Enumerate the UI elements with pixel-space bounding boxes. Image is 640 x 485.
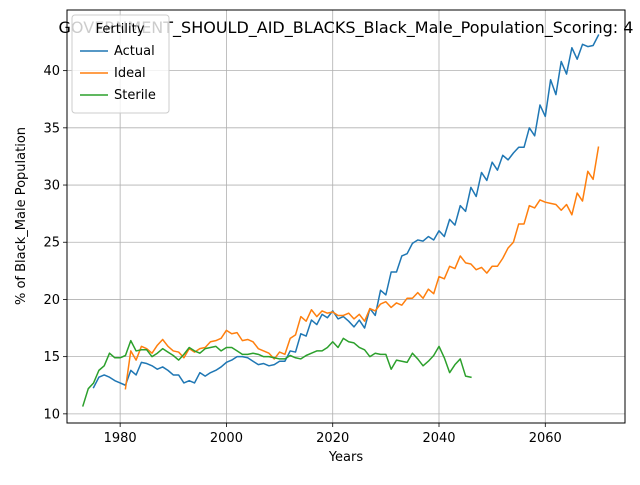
- legend-label-ideal: Ideal: [114, 66, 146, 81]
- x-tick-label: 1980: [104, 431, 137, 446]
- legend-entries: Actual Ideal Sterile: [80, 44, 156, 103]
- x-axis-label: Years: [328, 450, 364, 465]
- x-tick-label: 2060: [529, 431, 562, 446]
- legend-title: Fertility: [96, 22, 145, 37]
- y-axis-label: % of Black_Male Population: [14, 127, 29, 305]
- y-tick-label: 30: [43, 179, 60, 194]
- y-tick-label: 40: [43, 64, 60, 79]
- legend-label-sterile: Sterile: [114, 88, 156, 103]
- axis-ticks: 1980 2000 2020 2040 2060 10 15 20 25 30 35 40: [43, 64, 561, 446]
- series-line-sterile: [82, 337, 472, 407]
- y-tick-label: 25: [43, 236, 60, 251]
- plot-frame: [66, 9, 626, 424]
- x-tick-label: 2000: [210, 431, 243, 446]
- legend-box: [71, 14, 170, 114]
- legend: Fertility Actual Ideal Sterile: [71, 14, 170, 114]
- x-tick-label: 2040: [422, 431, 455, 446]
- y-tick-label: 20: [43, 293, 60, 308]
- y-tick-label: 10: [43, 407, 60, 422]
- legend-label-actual: Actual: [114, 44, 155, 59]
- series-lines: [82, 34, 600, 407]
- y-tick-label: 15: [43, 350, 60, 365]
- series-line-actual: [92, 34, 600, 389]
- x-tick-label: 2020: [316, 431, 349, 446]
- chart-title: GOVERNMENT_SHOULD_AID_BLACKS_Black_Male_…: [59, 18, 634, 38]
- y-tick-label: 35: [43, 121, 60, 136]
- grid-lines: [67, 10, 625, 423]
- series-line-ideal: [124, 146, 600, 390]
